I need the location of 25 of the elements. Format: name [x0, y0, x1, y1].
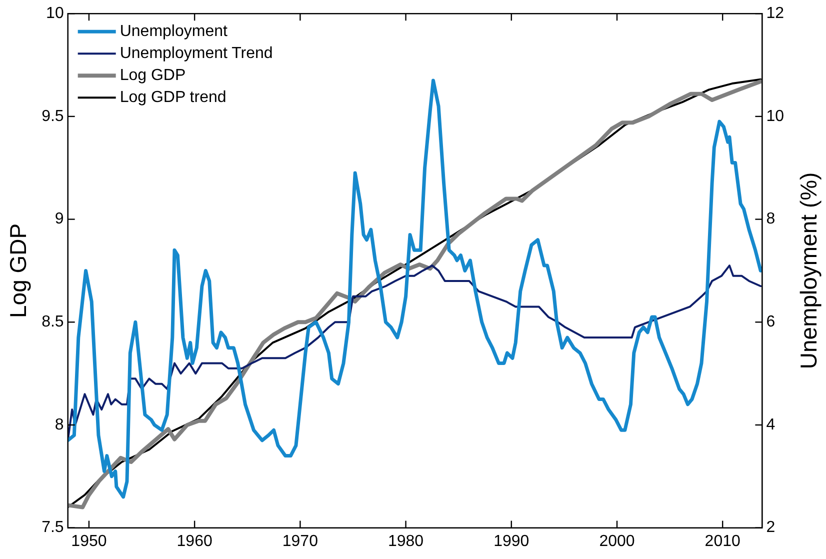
y2-tick-label: 12	[766, 5, 784, 22]
x-tick-label: 1980	[388, 532, 424, 550]
y2-tick-label: 8	[766, 210, 776, 228]
legend-label: Unemployment Trend	[120, 45, 273, 62]
x-tick-label: 1970	[282, 532, 318, 550]
y-tick-label: 7.5	[42, 519, 64, 536]
x-tick-label: 1950	[71, 532, 107, 550]
legend-label: Log GDP trend	[120, 89, 226, 106]
y2-tick-label: 4	[766, 416, 776, 434]
x-tick-label: 2000	[599, 532, 635, 550]
y2-tick-label: 10	[766, 108, 784, 125]
y-tick-label: 9.5	[42, 108, 64, 125]
y2-tick-label: 6	[766, 314, 776, 331]
y2-tick-label: 2	[766, 519, 776, 536]
legend-label: Unemployment	[120, 23, 228, 40]
x-tick-label: 1990	[494, 532, 530, 550]
y-axis-title: Log GDP	[5, 223, 32, 318]
y-tick-label: 8.5	[42, 314, 64, 331]
y-tick-label: 10	[46, 5, 64, 22]
y2-axis-title: Unemployment (%)	[796, 172, 822, 370]
x-tick-label: 2010	[704, 532, 740, 550]
y-tick-label: 8	[54, 416, 64, 434]
legend-label: Log GDP	[120, 67, 186, 84]
y-tick-label: 9	[54, 210, 64, 228]
x-tick-label: 1960	[176, 532, 212, 550]
